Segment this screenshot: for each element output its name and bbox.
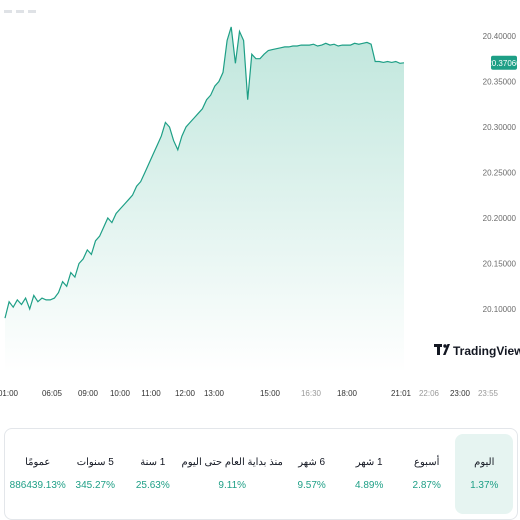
stat-tab[interactable]: أسبوع 2.87%: [398, 434, 456, 514]
x-tick-label: 15:00: [260, 389, 281, 398]
y-axis: 20.40000 20.35000 20.30000 20.25000 20.20000…: [483, 32, 517, 314]
stat-label: عمومًا: [25, 457, 51, 468]
y-tick-label: 20.15000: [483, 260, 517, 269]
price-line: [4, 26, 405, 319]
last-price-label: 20.37060: [487, 59, 520, 68]
stat-value: 25.63%: [135, 480, 170, 491]
y-tick-label: 20.30000: [483, 123, 517, 132]
tradingview-logo[interactable]: TradingView: [434, 344, 520, 358]
stat-tab[interactable]: اليوم 1.37%: [455, 434, 513, 514]
x-tick-label: 21:01: [391, 389, 412, 398]
x-tick-label: 01:00: [0, 389, 19, 398]
stat-value: 2.87%: [412, 480, 441, 491]
stat-label: 6 شهر: [298, 457, 326, 468]
x-tick-label: 23:00: [450, 389, 471, 398]
stat-tab[interactable]: 1 سنة 25.63%: [124, 434, 182, 514]
stat-value: 1.37%: [470, 480, 499, 491]
tradingview-logo-icon: [434, 344, 450, 355]
x-tick-label: 18:00: [337, 389, 358, 398]
x-tick-label: 06:05: [42, 389, 63, 398]
stat-label: 1 شهر: [355, 457, 383, 468]
y-tick-label: 20.10000: [483, 305, 517, 314]
price-chart[interactable]: 20.40000 20.35000 20.30000 20.25000 20.20000…: [0, 0, 520, 410]
stat-tab[interactable]: 1 شهر 4.89%: [340, 434, 398, 514]
stat-tab[interactable]: منذ بداية العام حتى اليوم 9.11%: [182, 434, 283, 514]
stat-label: منذ بداية العام حتى اليوم: [181, 457, 283, 468]
stat-value: 4.89%: [355, 480, 384, 491]
x-tick-label: 22:06: [419, 389, 440, 398]
x-axis: 01:00 06:05 09:00 10:00 11:00 12:00 13:00 15:00…: [0, 389, 499, 398]
stat-value: 886439.13%: [9, 480, 66, 491]
performance-stats-bar: اليوم 1.37% أسبوع 2.87% 1 شهر 4.89% 6 شهر 9.57%…: [4, 428, 518, 520]
x-tick-label: 09:00: [78, 389, 99, 398]
y-tick-label: 20.20000: [483, 214, 517, 223]
x-tick-label: 16:30: [301, 389, 322, 398]
stat-tab[interactable]: عمومًا 886439.13%: [9, 434, 67, 514]
stat-label: أسبوع: [414, 457, 440, 468]
stat-tab[interactable]: 5 سنوات 345.27%: [66, 434, 124, 514]
top-toolbar-fragment: [4, 0, 46, 13]
stat-tab[interactable]: 6 شهر 9.57%: [283, 434, 341, 514]
stat-label: 5 سنوات: [76, 457, 114, 468]
x-tick-label: 12:00: [175, 389, 196, 398]
stat-value: 345.27%: [75, 480, 115, 491]
x-tick-label: 11:00: [141, 389, 161, 398]
stat-label: اليوم: [474, 457, 495, 468]
price-area: [5, 26, 404, 373]
x-tick-label: 10:00: [110, 389, 131, 398]
x-tick-label: 13:00: [204, 389, 225, 398]
stat-label: 1 سنة: [140, 457, 166, 468]
y-tick-label: 20.25000: [483, 169, 517, 178]
tradingview-wordmark: TradingView: [453, 344, 520, 358]
stat-value: 9.11%: [218, 480, 247, 491]
last-price-tag: 20.37060: [487, 55, 520, 70]
y-tick-label: 20.35000: [483, 78, 517, 87]
stat-value: 9.57%: [297, 480, 326, 491]
x-tick-label: 23:55: [478, 389, 499, 398]
y-tick-label: 20.40000: [483, 32, 517, 41]
